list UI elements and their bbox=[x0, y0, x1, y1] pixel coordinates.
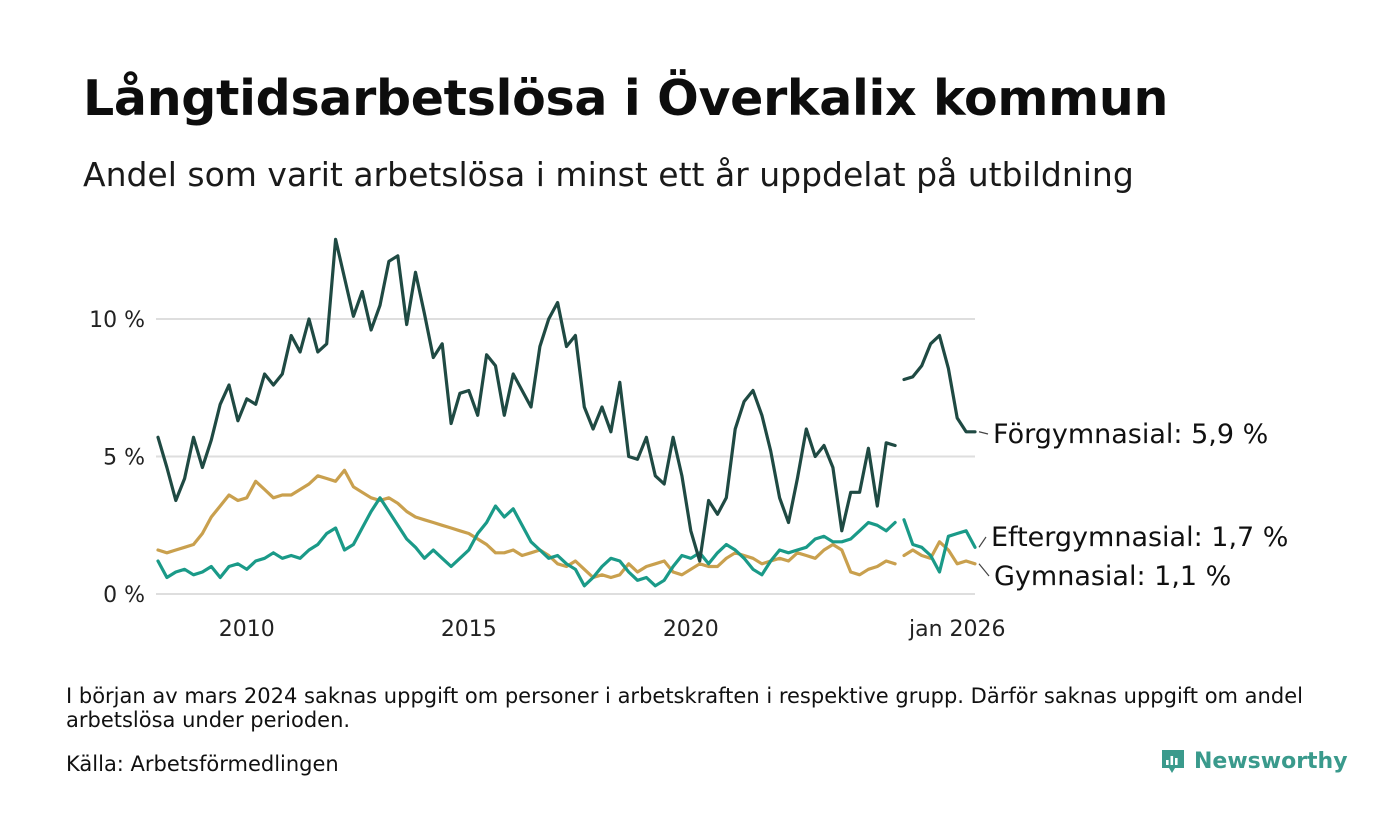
end-label-gymnasial: Gymnasial: 1,1 % bbox=[994, 561, 1231, 592]
newsworthy-logo-icon bbox=[1162, 750, 1184, 773]
chart-title: Långtidsarbetslösa i Överkalix kommun bbox=[83, 70, 1169, 127]
chart-subtitle: Andel som varit arbetslösa i minst ett å… bbox=[83, 155, 1134, 194]
x-tick-label: 2010 bbox=[219, 617, 275, 642]
y-tick-label: 0 % bbox=[103, 583, 145, 608]
newsworthy-brand: Newsworthy bbox=[1160, 748, 1348, 774]
gridlines bbox=[156, 318, 975, 595]
end-label-connector bbox=[978, 563, 990, 577]
end-label-connector bbox=[978, 431, 989, 435]
end-label-eftergymnasial: Eftergymnasial: 1,7 % bbox=[991, 522, 1288, 553]
series-line-eftergymnasial bbox=[156, 496, 977, 588]
end-label-connector bbox=[978, 536, 987, 548]
end-label-förgymnasial: Förgymnasial: 5,9 % bbox=[993, 419, 1268, 450]
series-line-gymnasial bbox=[156, 468, 977, 580]
x-tick-label: 2020 bbox=[663, 617, 719, 642]
footnote: I början av mars 2024 saknas uppgift om … bbox=[66, 684, 1303, 732]
y-tick-label: 10 % bbox=[89, 308, 145, 333]
x-axis-ticks: 2010 2015 2020 jan 2026 bbox=[219, 617, 1006, 642]
brand-name: Newsworthy bbox=[1194, 748, 1348, 774]
y-axis-ticks: 0 % 5 % 10 % bbox=[89, 308, 145, 608]
y-tick-label: 5 % bbox=[103, 446, 145, 471]
x-tick-label: 2015 bbox=[441, 617, 497, 642]
series-lines bbox=[156, 237, 977, 588]
series-end-labels: Förgymnasial: 5,9 % Eftergymnasial: 1,7 %… bbox=[978, 419, 1288, 592]
source-credit: Källa: Arbetsförmedlingen bbox=[66, 752, 339, 776]
series-line-förgymnasial bbox=[156, 237, 977, 563]
x-tick-label: jan 2026 bbox=[908, 617, 1006, 642]
